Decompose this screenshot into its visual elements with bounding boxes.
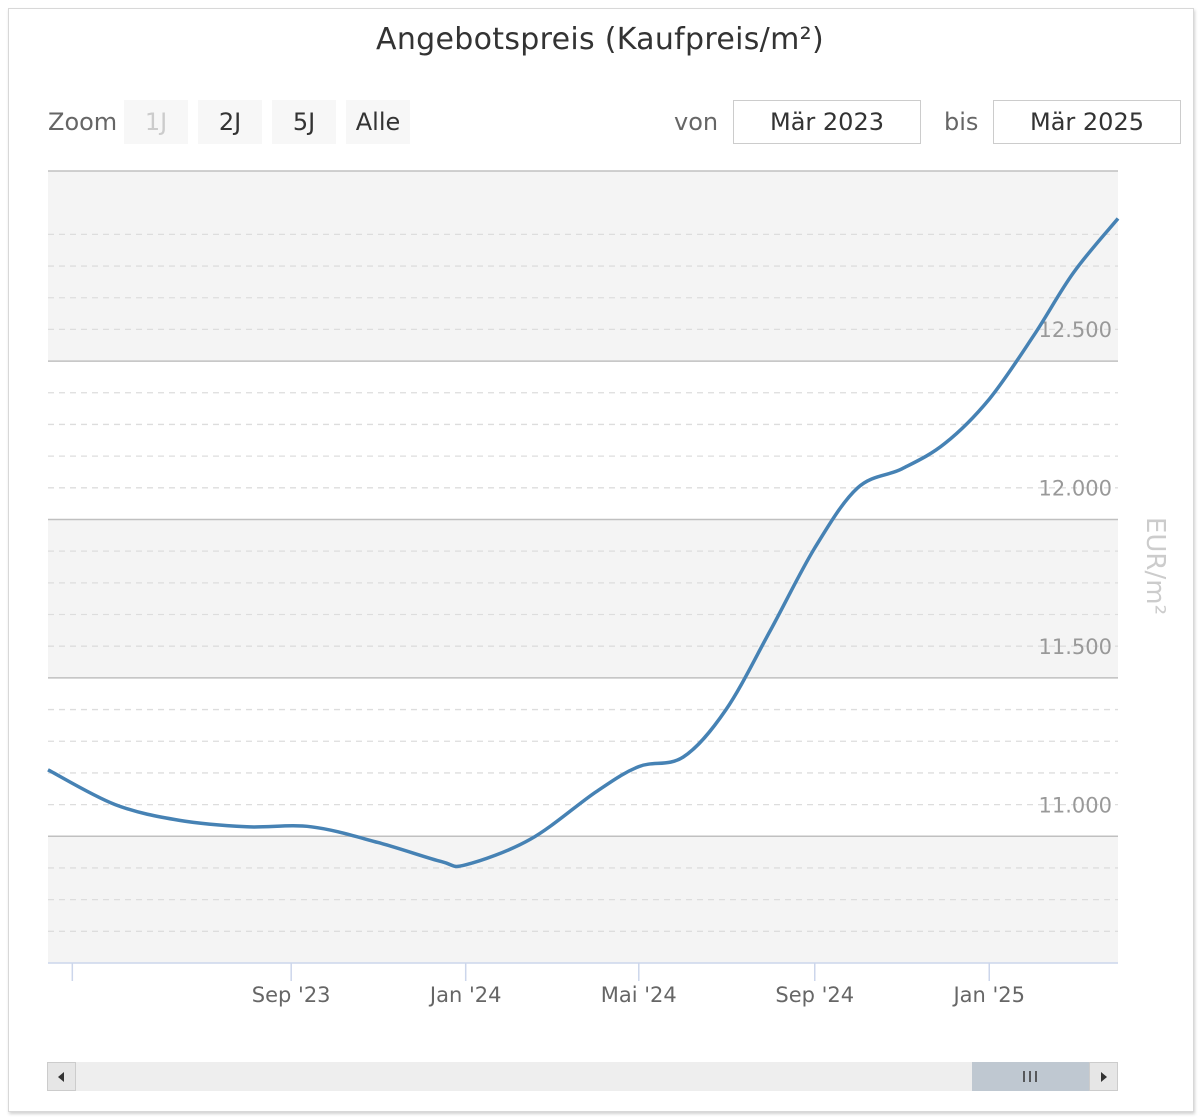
zoom-2y-button[interactable]: 2J xyxy=(198,100,262,144)
grip-icon xyxy=(1023,1071,1037,1082)
to-label: bis xyxy=(944,108,979,136)
y-tick-label: 11.500 xyxy=(1039,635,1112,659)
chart-title: Angebotspreis (Kaufpreis/m²) xyxy=(376,22,824,57)
x-tick-label: Jan '25 xyxy=(951,983,1025,1007)
plot-bands xyxy=(48,171,1118,963)
zoom-all-button[interactable]: Alle xyxy=(346,100,410,144)
x-tick-label: Sep '23 xyxy=(252,983,331,1007)
zoom-1y-button[interactable]: 1J xyxy=(124,100,188,144)
grid-lines xyxy=(48,170,1118,932)
y-axis-title: EUR/m² xyxy=(1140,517,1170,615)
from-label: von xyxy=(674,108,719,136)
zoom-5y-button[interactable]: 5J xyxy=(272,100,336,144)
y-tick-label: 11.000 xyxy=(1039,793,1112,817)
plot-band xyxy=(48,171,1118,362)
x-tick-label: Sep '24 xyxy=(775,983,854,1007)
plot-band xyxy=(48,519,1118,678)
y-tick-label: 12.500 xyxy=(1039,318,1112,342)
to-date-input[interactable]: Mär 2025 xyxy=(993,100,1181,144)
arrow-left-icon xyxy=(58,1072,64,1082)
navigator-right-button[interactable] xyxy=(1089,1062,1118,1091)
x-tick-label: Jan '24 xyxy=(428,983,502,1007)
navigator-track[interactable] xyxy=(48,1062,1118,1091)
series-line xyxy=(47,217,1120,869)
from-date-input[interactable]: Mär 2023 xyxy=(733,100,921,144)
x-axis-ticks: Sep '23 Jan '24 Mai '24 Sep '24 Jan '25 xyxy=(71,963,1025,1007)
zoom-label: Zoom xyxy=(48,108,118,136)
plot-band xyxy=(48,836,1118,963)
y-tick-label: 12.000 xyxy=(1039,476,1112,500)
y-axis-labels: 11.000 11.500 12.000 12.500 xyxy=(1039,318,1112,817)
arrow-right-icon xyxy=(1101,1072,1107,1082)
x-tick-label: Mai '24 xyxy=(601,983,677,1007)
navigator-left-button[interactable] xyxy=(47,1062,76,1091)
